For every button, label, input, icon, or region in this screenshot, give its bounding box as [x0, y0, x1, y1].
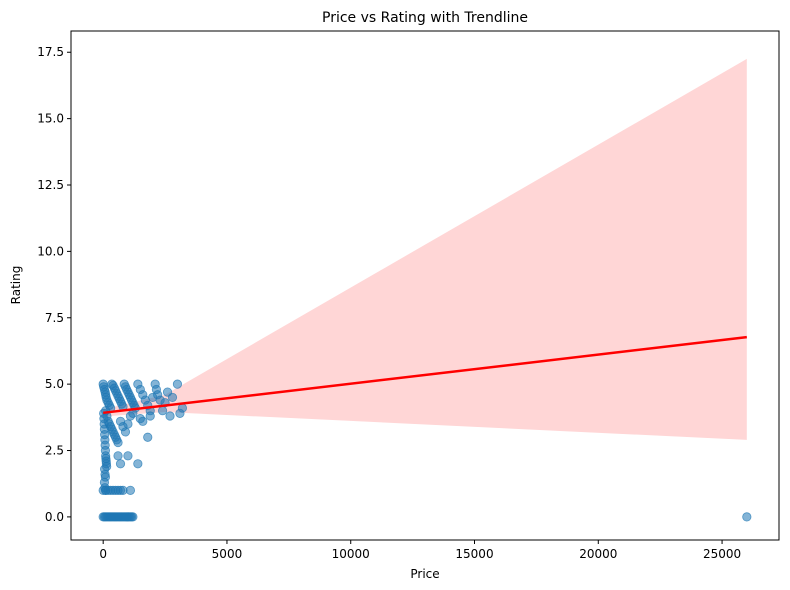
scatter-point	[123, 451, 133, 461]
y-tick-label: 17.5	[37, 45, 64, 59]
x-tick-label: 20000	[579, 547, 617, 561]
y-tick-label: 10.0	[37, 244, 64, 258]
scatter-point	[165, 411, 175, 421]
scatter-point	[143, 432, 153, 442]
x-axis-label: Price	[410, 567, 439, 581]
scatter-point	[125, 485, 136, 495]
y-tick-label: 0.0	[45, 510, 64, 524]
scatter-point	[172, 379, 183, 389]
scatter-point	[120, 427, 131, 437]
x-tick-label: 15000	[455, 547, 493, 561]
scatter-point	[115, 459, 126, 469]
scatter-point	[138, 416, 148, 426]
x-tick-label: 5000	[212, 547, 243, 561]
y-tick-label: 2.5	[45, 444, 64, 458]
scatter-point	[133, 459, 143, 469]
scatter-point	[113, 437, 123, 448]
scatter-point	[167, 392, 178, 403]
scatter-point	[157, 406, 168, 416]
scatter-point	[113, 451, 123, 461]
x-tick-label: 10000	[332, 547, 370, 561]
y-tick-label: 12.5	[37, 178, 64, 192]
scatter-point	[128, 512, 138, 522]
scatter-point	[742, 512, 752, 522]
y-tick-label: 5.0	[45, 377, 64, 391]
trendline	[103, 335, 747, 415]
chart-title: Price vs Rating with Trendline	[322, 10, 528, 26]
y-tick-label: 15.0	[37, 112, 64, 126]
y-axis-label: Rating	[9, 266, 23, 305]
confidence-band	[103, 58, 747, 440]
scatter-point	[145, 411, 155, 421]
y-tick-label: 7.5	[45, 311, 64, 325]
x-tick-label: 0	[99, 547, 107, 561]
plot-frame	[70, 30, 780, 541]
scatter-point	[123, 419, 133, 429]
x-tick-label: 25000	[703, 547, 741, 561]
